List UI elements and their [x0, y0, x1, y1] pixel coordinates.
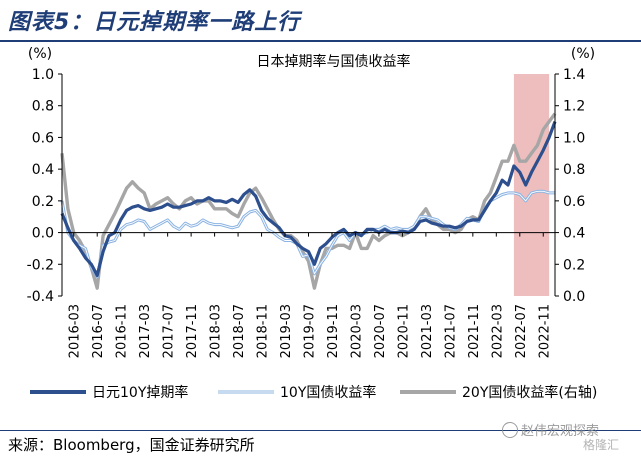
- x-tick-label: 2021-07: [443, 304, 458, 358]
- right-tick-label: 0.2: [563, 257, 585, 273]
- x-tick-label: 2016-11: [115, 304, 130, 358]
- right-tick-label: 0.8: [563, 162, 585, 178]
- x-tick-label: 2017-07: [162, 304, 177, 358]
- figure-header: 图表5：日元掉期率一路上行: [0, 0, 641, 46]
- left-tick-label: -0.4: [27, 289, 54, 305]
- chart: 日本掉期率与国债收益率 -0.4 -0.2 0.0 0.2 0.4 0.6 0.8 1.0 (%)…: [27, 46, 598, 401]
- legend-label: 日元10Y掉期率: [92, 384, 188, 401]
- left-axis-unit: (%): [28, 46, 52, 62]
- left-tick-label: 1.0: [32, 67, 54, 83]
- right-tick-label: 0.4: [563, 226, 585, 242]
- x-tick-label: 2019-07: [303, 304, 318, 358]
- watermark-text: 赵伟宏观探索: [521, 424, 600, 439]
- figure-title: 图表5：日元掉期率一路上行: [8, 10, 301, 35]
- x-tick-label: 2018-03: [209, 304, 224, 358]
- x-tick-label: 2019-11: [326, 304, 341, 358]
- x-tick-label: 2016-03: [68, 304, 83, 358]
- x-tick-label: 2018-11: [256, 304, 271, 358]
- left-tick-label: 0.6: [32, 130, 54, 146]
- x-tick-label: 2022-03: [490, 304, 505, 358]
- left-tick-label: 0.0: [32, 226, 54, 242]
- watermark-gelonghui: 格隆汇: [583, 438, 620, 452]
- x-tick-label: 2017-11: [185, 304, 200, 358]
- x-tick-label: 2020-03: [349, 304, 364, 358]
- x-tick-label: 2020-11: [396, 304, 411, 358]
- right-tick-label: 0.0: [563, 289, 585, 305]
- series-line-10y-swap: [60, 121, 557, 277]
- wechat-icon: [502, 422, 518, 438]
- source-rule: [0, 430, 641, 431]
- chart-title: 日本掉期率与国债收益率: [257, 53, 411, 70]
- source-note: 来源：Bloomberg，国金证券研究所: [8, 436, 255, 454]
- left-tick-label: 0.4: [32, 162, 54, 178]
- highlight-band: [513, 74, 550, 296]
- left-tick-label: 0.8: [32, 99, 54, 115]
- x-tick-label: 2019-03: [279, 304, 294, 358]
- left-tick-label: -0.2: [27, 257, 54, 273]
- watermark: 赵伟宏观探索: [502, 420, 599, 439]
- left-tick-label: 0.2: [32, 194, 54, 210]
- right-tick-label: 1.4: [563, 67, 585, 83]
- right-tick-label: 0.6: [563, 194, 585, 210]
- legend-label: 20Y国债收益率(右轴): [462, 384, 597, 401]
- x-tick-label: 2017-03: [138, 304, 153, 358]
- x-tick-label: 2018-07: [232, 304, 247, 358]
- right-axis-unit: (%): [571, 46, 595, 62]
- x-tick-label: 2016-07: [91, 304, 106, 358]
- header-rule: [0, 40, 641, 42]
- right-tick-label: 1.2: [563, 99, 585, 115]
- series-line-20y-jgb: [60, 112, 557, 290]
- x-tick-label: 2022-07: [514, 304, 529, 358]
- x-tick-label: 2022-11: [537, 304, 552, 358]
- legend-label: 10Y国债收益率: [280, 384, 376, 401]
- right-tick-label: 1.0: [563, 130, 585, 146]
- x-tick-label: 2021-03: [420, 304, 435, 358]
- x-tick-label: 2020-07: [373, 304, 388, 358]
- x-tick-label: 2021-11: [467, 304, 482, 358]
